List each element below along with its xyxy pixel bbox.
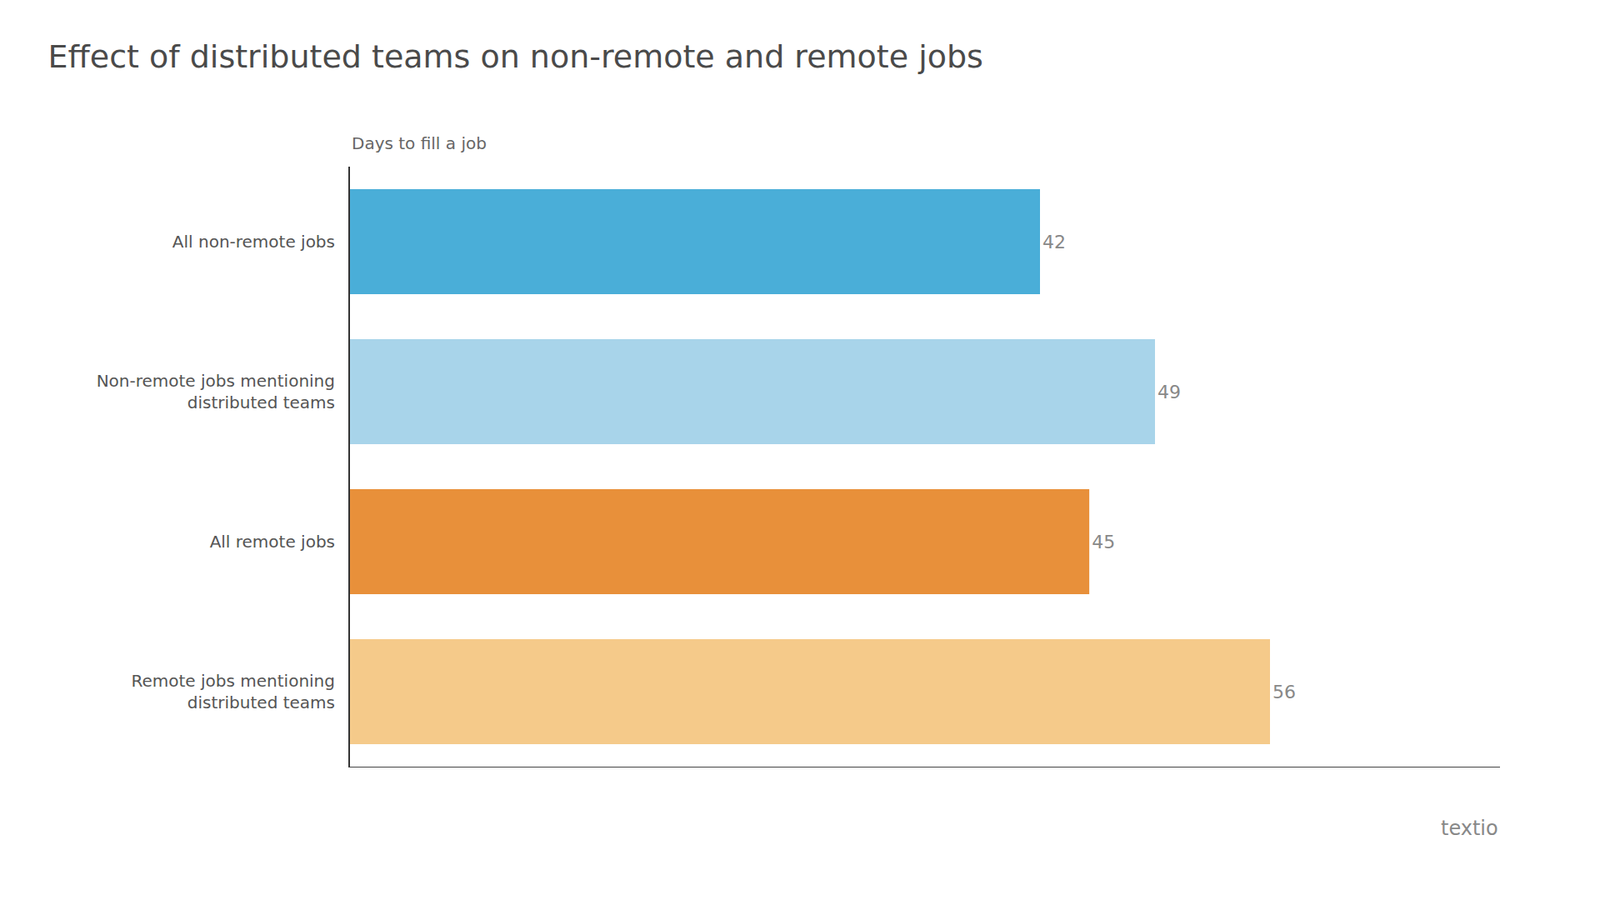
svg-text:Non-remote jobs mentioningdist: Non-remote jobs mentioningdistributed te… <box>96 370 335 413</box>
svg-text:42: 42 <box>1042 231 1066 253</box>
svg-text:All non-remote jobs: All non-remote jobs <box>172 231 335 252</box>
svg-text:All remote jobs: All remote jobs <box>210 531 335 552</box>
svg-text:49: 49 <box>1157 381 1181 403</box>
svg-text:Days to fill a job: Days to fill a job <box>351 133 487 154</box>
svg-text:textio: textio <box>1440 816 1499 840</box>
svg-text:Effect of distributed teams on: Effect of distributed teams on non-remot… <box>48 38 984 75</box>
svg-text:Remote jobs mentioningdistribu: Remote jobs mentioningdistributed teams <box>131 670 336 713</box>
svg-text:56: 56 <box>1272 681 1296 703</box>
svg-text:45: 45 <box>1091 531 1115 553</box>
